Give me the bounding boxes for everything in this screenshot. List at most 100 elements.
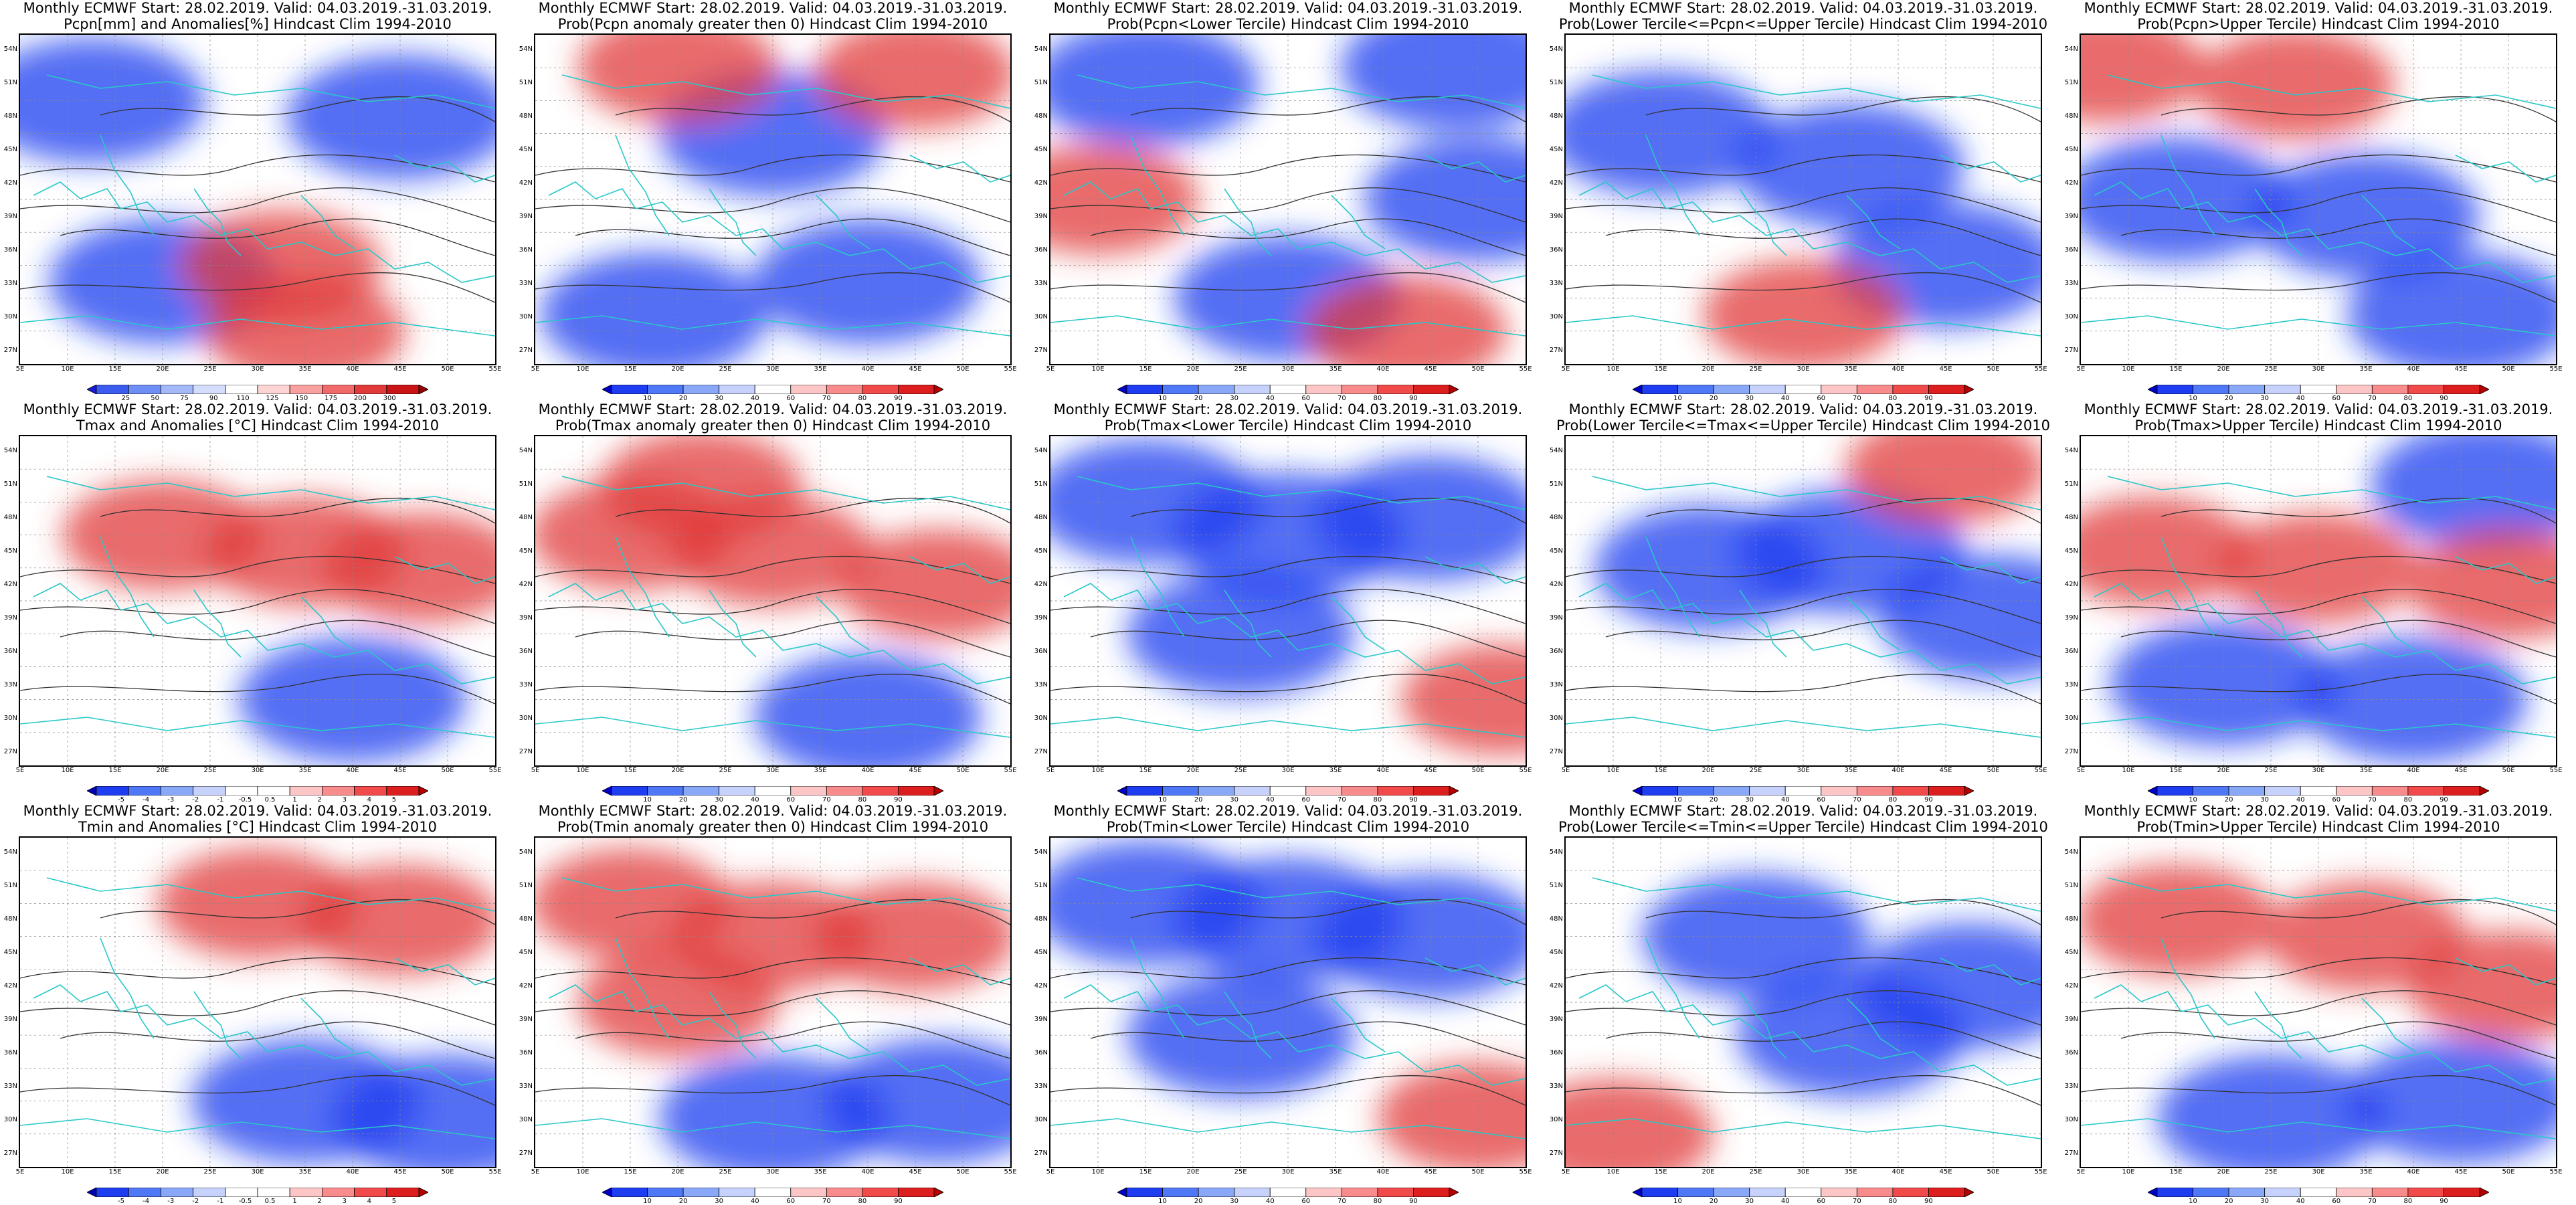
- lon-tick-label: 50E: [2502, 1168, 2515, 1176]
- forecast-map: [1049, 33, 1527, 365]
- forecast-map: [1049, 435, 1527, 767]
- coastline: [1592, 877, 2041, 912]
- lon-tick-label: 25E: [203, 365, 217, 373]
- lon-tick-label: 15E: [1654, 1168, 1667, 1176]
- lon-tick-label: 15E: [1654, 365, 1667, 373]
- lat-tick-label: 54N: [1034, 45, 1048, 53]
- lat-tick-label: 45N: [1034, 949, 1048, 956]
- lat-tick-label: 54N: [1549, 447, 1563, 454]
- lon-tick-label: 30E: [2312, 365, 2325, 373]
- lat-tick-label: 30N: [1034, 313, 1048, 320]
- lon-tick-label: 10E: [61, 1168, 74, 1176]
- lat-tick-label: 45N: [3, 146, 17, 153]
- colorbar-swatch: [96, 384, 129, 395]
- colorbar-swatch: [2336, 1187, 2373, 1198]
- colorbar-swatch: [2479, 1187, 2490, 1198]
- map-canvas: [535, 35, 1010, 364]
- map-canvas: [20, 35, 495, 364]
- colorbar-tick-label: 70: [822, 796, 831, 804]
- contour-line: [1130, 899, 1526, 925]
- contour-line: [20, 990, 495, 1026]
- coastline: [1846, 998, 1901, 1052]
- panel-title-line2: Prob(Tmax<Lower Tercile) Hindcast Clim 1…: [1104, 418, 1472, 434]
- colorbar-swatch: [161, 785, 194, 796]
- lat-tick-label: 42N: [1034, 179, 1048, 187]
- colorbar-swatch: [1784, 1187, 1822, 1198]
- anomaly-field: [1317, 456, 1526, 581]
- coastline: [561, 476, 1010, 511]
- contour-line: [1566, 673, 2041, 705]
- coastline: [561, 877, 1010, 912]
- lat-tick-label: 30N: [519, 313, 533, 320]
- colorbar-swatch: [161, 1187, 194, 1198]
- lon-tick-label: 30E: [1281, 1168, 1295, 1176]
- coastline: [548, 984, 1010, 1086]
- colorbar-tick-label: 40: [750, 796, 759, 804]
- coastline: [1739, 188, 1787, 256]
- lat-tick-label: 51N: [2064, 480, 2078, 488]
- lon-tick-label: 5E: [2076, 767, 2086, 774]
- colorbar-tick-label: 60: [1301, 1198, 1311, 1205]
- colorbar-tick-label: 20: [678, 395, 688, 402]
- lat-tick-label: 51N: [1034, 79, 1048, 86]
- lat-tick-label: 45N: [2064, 547, 2078, 555]
- coastline: [1224, 589, 1272, 658]
- colorbar-swatch: [1749, 785, 1786, 796]
- colorbar-tick-label: 90: [894, 1198, 903, 1205]
- lon-tick-label: 45E: [909, 1168, 922, 1176]
- colorbar-tick-label: 30: [715, 796, 724, 804]
- lon-tick-label: 45E: [1424, 1168, 1437, 1176]
- lat-tick-label: 45N: [2064, 949, 2078, 956]
- anomaly-field: [181, 209, 382, 320]
- lon-tick-label: 55E: [1519, 365, 1532, 373]
- colorbar-swatch: [602, 1187, 612, 1198]
- lon-tick-label: 30E: [251, 1168, 264, 1176]
- lat-tick-label: 27N: [2064, 347, 2078, 354]
- lon-tick-label: 50E: [1987, 365, 2000, 373]
- colorbar-swatch: [2156, 384, 2193, 395]
- lat-tick-label: 36N: [2064, 246, 2078, 254]
- lat-tick-label: 36N: [1034, 246, 1048, 254]
- lat-tick-label: 30N: [1549, 313, 1563, 320]
- colorbar-swatch: [418, 785, 429, 796]
- contour-line: [1645, 497, 2041, 524]
- coastline: [1077, 476, 1526, 511]
- map-canvas: [20, 436, 495, 765]
- lon-tick-label: 35E: [814, 767, 827, 774]
- lon-tick-label: 5E: [15, 365, 25, 373]
- lon-tick-label: 20E: [1701, 1168, 1715, 1176]
- lat-tick-label: 33N: [1034, 1083, 1048, 1090]
- coastline: [100, 134, 155, 236]
- contour-line: [1050, 990, 1526, 1026]
- lon-tick-label: 15E: [624, 365, 637, 373]
- lat-tick-label: 27N: [1034, 1149, 1048, 1157]
- contour-line: [60, 1021, 495, 1059]
- lat-tick-label: 27N: [2064, 1149, 2078, 1157]
- lat-tick-label: 48N: [1549, 112, 1563, 120]
- colorbar-swatch: [611, 1187, 648, 1198]
- panel-title-line2: Tmin and Anomalies [°C] Hindcast Clim 19…: [78, 819, 438, 835]
- lat-tick-label: 48N: [1549, 514, 1563, 521]
- coastline: [1050, 315, 1526, 337]
- anomaly-field: [2347, 252, 2556, 364]
- lat-tick-label: 33N: [2064, 1083, 2078, 1090]
- colorbar-swatch: [2444, 1187, 2480, 1198]
- colorbar-swatch: [128, 384, 161, 395]
- coastline: [2081, 315, 2556, 337]
- lon-tick-label: 55E: [2034, 1168, 2047, 1176]
- lon-tick-label: 45E: [1424, 767, 1437, 774]
- lon-tick-label: 25E: [1234, 767, 1247, 774]
- colorbar-swatch: [86, 1187, 97, 1198]
- colorbar-tick-label: 60: [2332, 395, 2341, 402]
- lon-tick-label: 25E: [719, 767, 732, 774]
- lat-tick-label: 33N: [3, 280, 17, 287]
- colorbar-tick-label: 40: [1265, 796, 1275, 804]
- lat-tick-label: 39N: [1034, 1016, 1048, 1023]
- contour-line: [100, 899, 495, 925]
- lon-tick-label: 15E: [108, 365, 122, 373]
- coastline: [2081, 717, 2556, 738]
- colorbar-tick-label: 10: [1673, 395, 1682, 402]
- colorbar-swatch: [1928, 384, 1965, 395]
- lat-tick-label: 42N: [3, 982, 17, 990]
- lon-tick-label: 55E: [488, 365, 502, 373]
